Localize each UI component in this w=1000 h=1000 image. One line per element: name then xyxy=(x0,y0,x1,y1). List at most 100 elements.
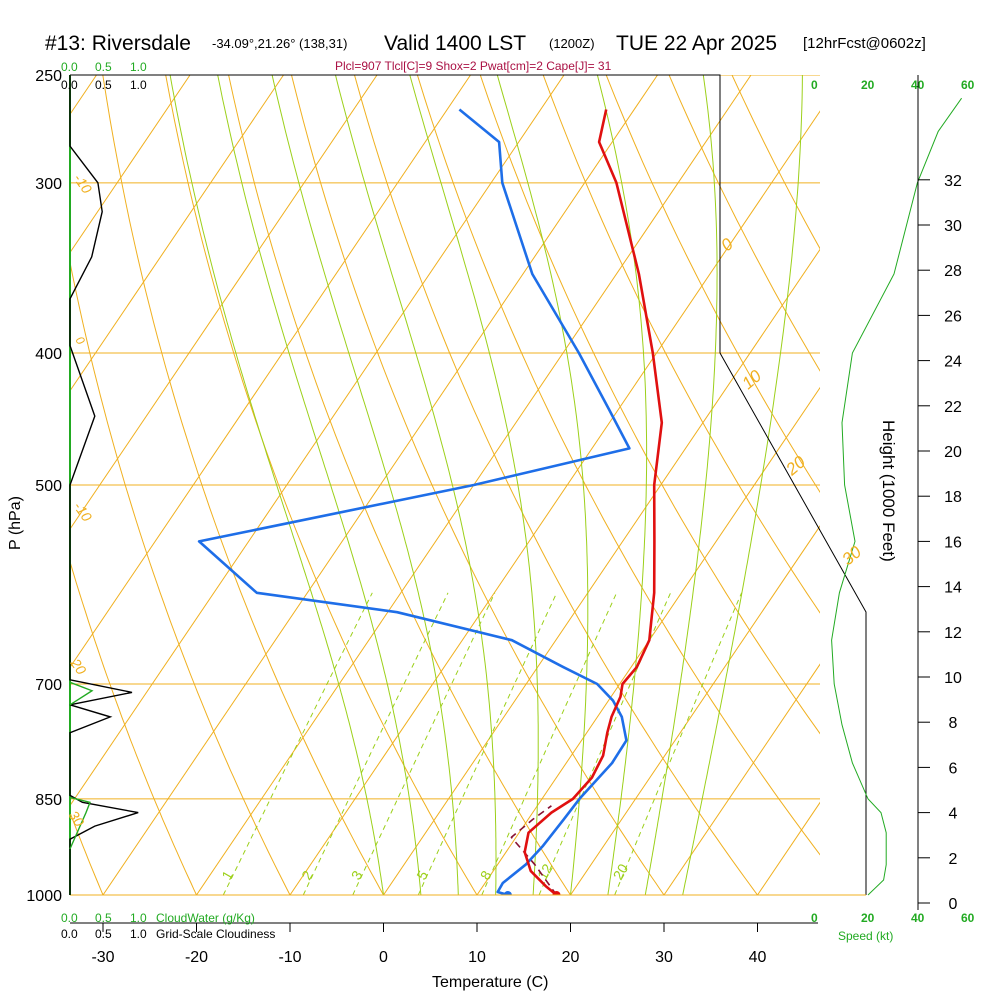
dry-adiabat-line xyxy=(479,75,820,735)
speed-tick-bottom: 40 xyxy=(911,911,925,925)
cloudiness-tick-top: 0.0 xyxy=(61,78,78,92)
wind-barb-flag xyxy=(777,776,782,787)
x-tick-label: 0 xyxy=(379,949,388,966)
isotherm-label: 10 xyxy=(738,366,765,393)
wind-barb-flag xyxy=(782,814,783,826)
forecast-label: [12hrFcst@0602z] xyxy=(803,35,926,52)
wind-barb-flag xyxy=(794,95,801,105)
pressure-tick-label: 700 xyxy=(35,677,62,694)
cloudiness-tick-top: 0.5 xyxy=(95,78,112,92)
cloudiness-tick-bottom: 0.5 xyxy=(95,927,112,941)
isotherm-line xyxy=(0,75,3,895)
mixing-ratio-line xyxy=(302,592,449,895)
wind-barb-flag xyxy=(787,836,790,848)
surface-temperature-dot xyxy=(552,891,561,895)
wind-panel xyxy=(777,53,963,896)
height-tick-label: 8 xyxy=(949,715,958,732)
cloudiness-label: Grid-Scale Cloudiness xyxy=(156,927,275,941)
wind-barb-staff xyxy=(784,744,816,756)
wind-barb-staff xyxy=(799,563,816,592)
wind-barb-staff xyxy=(788,640,816,660)
surface-dewpoint-dot xyxy=(503,891,512,895)
speed-tick-top: 0 xyxy=(811,78,818,92)
wind-barb-flag xyxy=(802,197,811,206)
cloudiness-tick-bottom: 1.0 xyxy=(130,927,147,941)
moist-adiabat-line xyxy=(271,75,459,895)
cloudwater-tick-bottom: 0.5 xyxy=(95,911,112,925)
pressure-tick-label: 300 xyxy=(35,176,62,193)
wind-barb-flag xyxy=(799,192,808,201)
moist-adiabat-line xyxy=(217,75,422,895)
wind-barb-flag xyxy=(799,555,808,564)
isotherm-label: -10 xyxy=(71,499,96,525)
wind-barb-flag xyxy=(799,503,808,512)
wind-barb-flag xyxy=(787,394,790,406)
cloudwater-tick-top: 1.0 xyxy=(130,60,147,74)
x-tick-label: 40 xyxy=(749,949,767,966)
wind-barb-flag xyxy=(799,236,808,245)
mixing-ratio-label: 20 xyxy=(610,861,632,883)
wind-barb-flag xyxy=(799,315,808,324)
x-tick-label: 30 xyxy=(655,949,673,966)
mixing-ratio-label: 12 xyxy=(534,861,556,883)
moist-adiabat-line xyxy=(169,75,384,895)
height-axis-title: Height (1000 Feet) xyxy=(879,420,898,562)
pressure-tick-label: 1000 xyxy=(26,888,62,905)
height-tick-label: 26 xyxy=(944,308,962,325)
x-tick-label: 10 xyxy=(468,949,486,966)
isotherm-label: 20 xyxy=(782,452,810,480)
wind-barb-staff xyxy=(783,763,816,772)
profile-layer xyxy=(197,108,664,895)
valid-date: TUE 22 Apr 2025 xyxy=(616,32,777,55)
moist-adiabat-line xyxy=(644,75,718,895)
speed-tick-bottom: 0 xyxy=(811,911,818,925)
indices-line: Plcl=907 Tlcl[C]=9 Shox=2 Pwat[cm]=2 Cap… xyxy=(335,59,612,73)
wind-barb-flag xyxy=(784,825,785,837)
mixing-ratio-line xyxy=(222,592,373,895)
moist-adiabat-line xyxy=(409,75,539,895)
height-tick-label: 18 xyxy=(944,489,962,506)
mixing-ratio-label: 8 xyxy=(477,868,495,883)
height-tick-label: 4 xyxy=(949,806,958,823)
speed-axis-title: Speed (kt) xyxy=(838,929,893,943)
pressure-tick-label: 250 xyxy=(35,68,62,85)
wind-barb-flag xyxy=(792,845,798,856)
grid-layer: 1 2 3 5 8 12 20 xyxy=(0,75,1000,895)
wind-barb-half-flag xyxy=(807,254,811,258)
parcel-trace-line xyxy=(510,805,558,895)
isotherm-line xyxy=(851,75,1000,895)
wind-barb-flag xyxy=(802,105,809,115)
cloudiness-tick-top: 1.0 xyxy=(130,78,147,92)
x-tick-label: -10 xyxy=(278,949,301,966)
cloudiness-tick-bottom: 0.0 xyxy=(61,927,78,941)
wind-barb-flag xyxy=(779,804,782,816)
height-tick-label: 22 xyxy=(944,399,962,416)
mixing-ratio-label: 1 xyxy=(218,868,236,883)
moist-adiabat-line xyxy=(596,75,648,895)
height-tick-label: 20 xyxy=(944,444,962,461)
x-tick-label: -20 xyxy=(185,949,208,966)
wind-barb-staff xyxy=(790,53,816,75)
speed-tick-bottom: 20 xyxy=(861,911,875,925)
x-tick-label: -30 xyxy=(91,949,114,966)
wind-barb-staff xyxy=(794,157,816,183)
cloudiness-profile-line xyxy=(69,75,139,895)
height-tick-label: 14 xyxy=(944,580,962,597)
mixing-ratio-line xyxy=(417,592,558,895)
cloudwater-profile-line xyxy=(69,681,94,850)
isotherm-label: 0 xyxy=(73,334,88,348)
station-title: #13: Riversdale xyxy=(45,32,191,55)
wind-barb-half-flag xyxy=(807,210,811,214)
cloudwater-label: CloudWater (g/Kg) xyxy=(156,911,255,925)
mixing-ratio-line xyxy=(481,592,618,895)
utc-time: (1200Z) xyxy=(549,36,595,51)
wind-barb-staff xyxy=(784,725,816,737)
wind-barb-flag xyxy=(777,746,784,756)
x-axis-title: Temperature (C) xyxy=(432,974,548,991)
height-tick-label: 6 xyxy=(949,760,958,777)
pressure-tick-label: 500 xyxy=(35,478,62,495)
valid-time: Valid 1400 LST xyxy=(384,32,526,55)
wind-barb-flag xyxy=(777,726,784,736)
